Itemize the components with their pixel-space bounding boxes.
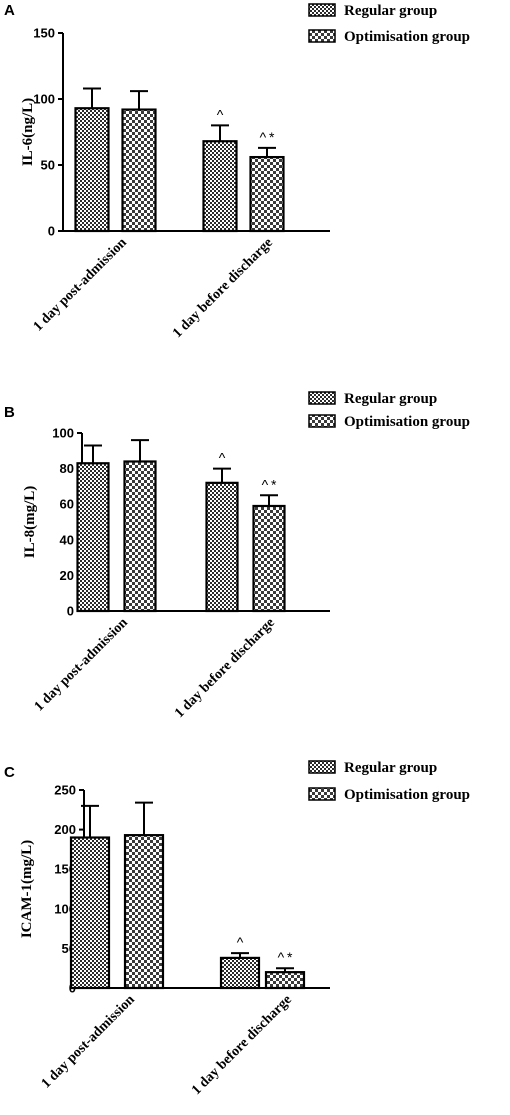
bar-regular xyxy=(76,462,110,613)
legend-label: Regular group xyxy=(344,3,437,19)
significance-marker: ^ * xyxy=(260,129,275,145)
bar-optimisation xyxy=(123,460,157,613)
y-tick-label: 200 xyxy=(54,822,76,837)
bar-regular xyxy=(205,481,239,613)
bar-optimisation xyxy=(121,108,157,233)
bar-optimisation xyxy=(249,155,285,233)
x-tick-label: 1 day before discharge xyxy=(170,235,276,341)
bar-optimisation xyxy=(252,504,286,613)
y-tick-label: 40 xyxy=(60,532,74,547)
y-tick-label: 80 xyxy=(60,461,74,476)
y-tick-label: 100 xyxy=(52,426,74,441)
y-axis-label: IL-6(ng/L) xyxy=(20,98,36,166)
legend-swatch xyxy=(308,29,336,43)
significance-marker: ^ xyxy=(237,934,244,950)
significance-marker: ^ * xyxy=(262,476,277,492)
y-tick-label: 20 xyxy=(60,568,74,583)
significance-marker: ^ xyxy=(217,106,224,122)
bar-regular xyxy=(219,956,261,990)
x-tick-label: 1 day post-admission xyxy=(31,235,130,334)
bar-regular xyxy=(69,836,111,990)
y-tick-label: 0 xyxy=(48,224,55,239)
y-axis-label: IL-8(mg/L) xyxy=(22,486,38,559)
legend-label: Optimisation group xyxy=(344,787,470,803)
chart-panel-b: B IL-8(mg/L) 0 20 40 60 80 100 ^ ^ * 1 day post-ad… xyxy=(4,391,470,721)
legend-swatch xyxy=(308,3,336,17)
y-tick-label: 0 xyxy=(67,604,74,619)
bar-optimisation xyxy=(264,971,306,990)
significance-marker: ^ xyxy=(219,450,226,466)
legend-swatch xyxy=(308,414,336,428)
y-tick-label: 100 xyxy=(33,92,55,107)
significance-marker: ^ * xyxy=(278,949,293,965)
panel-label: B xyxy=(4,404,15,421)
bar-optimisation xyxy=(123,834,165,990)
legend-swatch xyxy=(308,787,336,801)
bar-regular xyxy=(74,107,110,233)
y-tick-label: 60 xyxy=(60,497,74,512)
x-tick-label: 1 day before discharge xyxy=(172,615,278,721)
chart-panel-a: A IL-6(ng/L) 0 50 100 150 ^ ^ * 1 day post-admis… xyxy=(4,2,470,341)
legend-label: Regular group xyxy=(344,391,437,407)
y-tick-label: 250 xyxy=(54,783,76,798)
panel-label: A xyxy=(4,2,15,19)
x-tick-label: 1 day before discharge xyxy=(189,992,295,1098)
legend-label: Optimisation group xyxy=(344,414,470,430)
x-tick-label: 1 day post-admission xyxy=(39,992,138,1091)
legend-label: Optimisation group xyxy=(344,29,470,45)
panel-label: C xyxy=(4,764,15,781)
y-axis-label: ICAM-1(mg/L) xyxy=(19,840,35,938)
legend-swatch xyxy=(308,760,336,774)
x-tick-label: 1 day post-admission xyxy=(32,615,131,714)
y-tick-label: 150 xyxy=(33,26,55,41)
bar-regular xyxy=(202,140,238,233)
legend-label: Regular group xyxy=(344,760,437,776)
legend-swatch xyxy=(308,391,336,405)
y-tick-label: 50 xyxy=(41,158,55,173)
